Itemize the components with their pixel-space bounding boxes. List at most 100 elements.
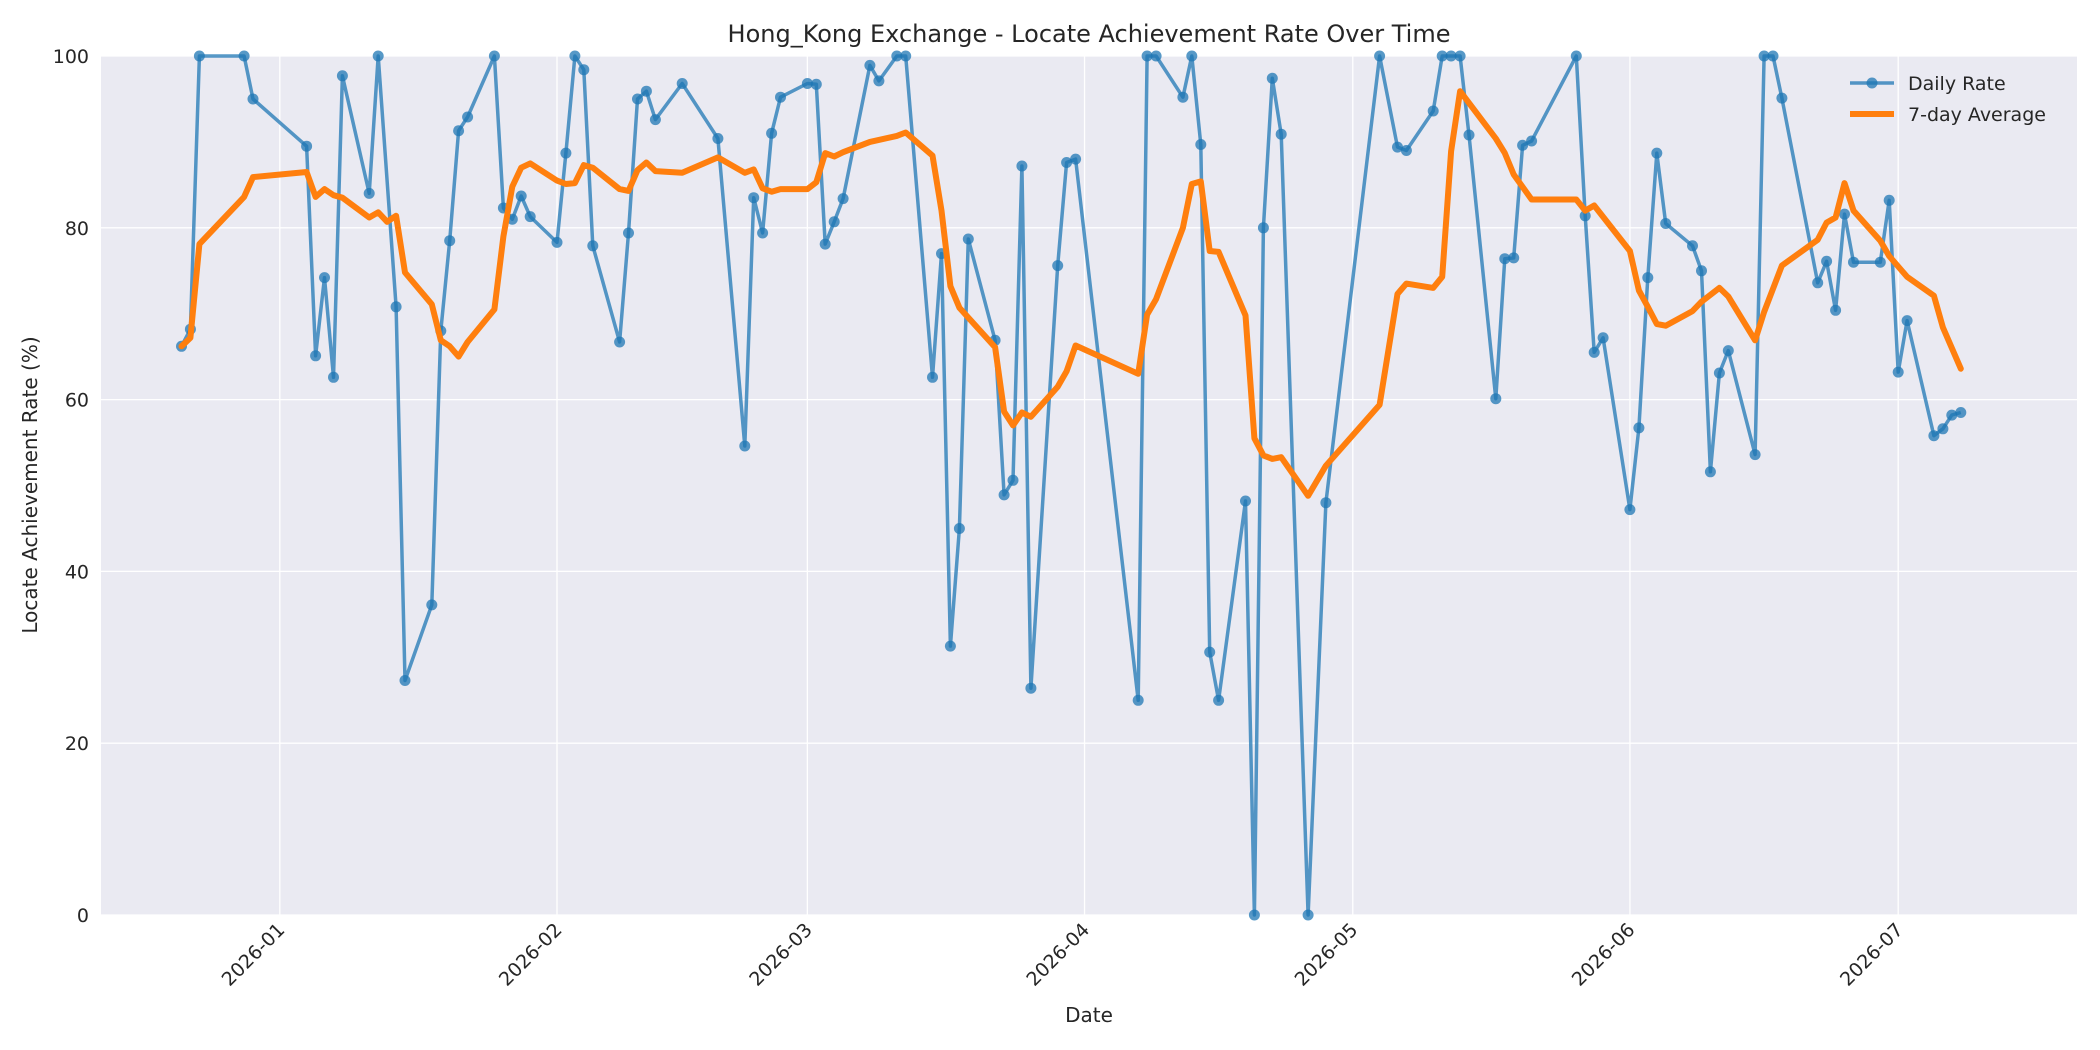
daily-rate-point <box>712 133 724 144</box>
daily-rate-point <box>462 111 474 123</box>
y-tick-label: 80 <box>65 218 89 240</box>
daily-rate-point <box>891 50 903 62</box>
daily-rate-point <box>1007 474 1019 486</box>
daily-rate-point <box>1579 210 1591 222</box>
daily-rate-point <box>927 371 938 383</box>
7-day-average-line <box>178 88 1964 499</box>
legend-daily-label: Daily Rate <box>1908 73 2006 95</box>
daily-rate-point <box>390 301 402 313</box>
daily-rate-point <box>1776 92 1788 104</box>
daily-rate-point <box>775 91 786 103</box>
daily-rate-point <box>962 233 974 245</box>
daily-rate-point <box>900 50 912 62</box>
daily-rate-point <box>873 75 885 87</box>
daily-rate-point <box>587 240 599 252</box>
daily-rate-point <box>801 78 813 89</box>
daily-rate-point <box>1901 315 1913 327</box>
daily-rate-point <box>810 78 822 90</box>
daily-rate-point <box>560 147 572 159</box>
daily-rate-point <box>1821 255 1833 267</box>
daily-rate-point <box>1436 50 1448 62</box>
daily-rate-point <box>998 489 1010 501</box>
daily-rate-point <box>1150 50 1162 62</box>
daily-rate-point <box>1240 495 1251 507</box>
daily-rate-point <box>1392 141 1403 153</box>
daily-rate-point <box>1517 139 1529 151</box>
daily-rate-point <box>1651 147 1663 159</box>
daily-rate-point <box>748 192 760 204</box>
daily-rate-point <box>1275 128 1287 140</box>
daily-rate-point <box>444 235 456 247</box>
daily-rate-point <box>1508 252 1520 264</box>
daily-rate-point <box>766 127 778 139</box>
daily-rate-point <box>944 640 956 652</box>
grid <box>101 55 2077 916</box>
daily-rate-point <box>1266 72 1278 84</box>
daily-rate-point <box>614 336 626 348</box>
daily-rate-point <box>1812 277 1824 289</box>
daily-rate-point <box>515 190 527 202</box>
daily-rate-point <box>310 350 322 362</box>
daily-rate-point <box>238 50 250 62</box>
daily-rate-point <box>1955 407 1967 418</box>
daily-rate-point <box>1660 218 1672 229</box>
x-axis-label: Date <box>1065 1003 1113 1027</box>
daily-rate-point <box>569 50 581 62</box>
daily-rate-point <box>649 114 661 126</box>
daily-rate-point <box>1052 260 1064 272</box>
daily-rate-point <box>623 227 634 239</box>
daily-rate-point <box>363 187 375 199</box>
daily-rate-point <box>1704 466 1716 478</box>
daily-rate-point <box>193 50 205 62</box>
daily-rate-point <box>1874 256 1886 268</box>
daily-rate-point <box>1400 145 1412 156</box>
daily-rate-point <box>1204 646 1216 658</box>
daily-rate-point <box>676 78 688 89</box>
y-tick-label: 60 <box>65 390 89 412</box>
daily-rate-point <box>1588 346 1600 358</box>
daily-rate-point <box>1526 135 1538 147</box>
legend: Daily Rate 7-day Average <box>1850 73 2046 126</box>
plot-area <box>101 56 2077 915</box>
daily-rate-point <box>1892 366 1904 378</box>
daily-rate-point <box>328 371 339 383</box>
daily-rate-point <box>1248 909 1260 921</box>
daily-rate-point <box>551 236 563 248</box>
daily-rate-point <box>1257 222 1269 234</box>
legend-daily-marker <box>1866 77 1878 89</box>
daily-rate-point <box>1195 139 1207 150</box>
daily-rate-point <box>757 227 769 239</box>
daily-rate-point <box>1767 50 1779 62</box>
daily-rate-point <box>1642 272 1654 284</box>
daily-rate-point <box>1696 265 1707 277</box>
daily-rate-point <box>1025 682 1037 694</box>
daily-rate-point <box>1427 105 1439 117</box>
daily-rate-point <box>1374 50 1386 62</box>
daily-rate-point <box>1490 393 1502 405</box>
daily-rate-point <box>953 523 965 534</box>
daily-rate-point <box>1597 332 1609 344</box>
daily-rate-point <box>819 238 831 250</box>
daily-rate-point <box>301 140 313 152</box>
y-tick-label: 40 <box>65 561 89 583</box>
daily-rate-point <box>632 93 643 105</box>
daily-rate-point <box>1499 253 1511 265</box>
daily-rate-point <box>578 64 590 76</box>
daily-rate-point <box>1570 50 1582 62</box>
daily-rate-point <box>1463 129 1475 141</box>
daily-rate-point <box>828 216 840 228</box>
daily-rate-point <box>1928 430 1940 442</box>
y-axis-label: Locate Achievement Rate (%) <box>18 336 42 633</box>
daily-rate-point <box>1016 160 1028 172</box>
daily-rate-point <box>864 59 876 71</box>
daily-rate-point <box>739 440 751 452</box>
chart-title: Hong_Kong Exchange - Locate Achievement … <box>728 20 1451 48</box>
daily-rate-point <box>1722 345 1734 357</box>
daily-rate-point <box>1624 504 1636 516</box>
daily-rate-point <box>1454 50 1466 62</box>
y-tick-label: 100 <box>53 46 89 68</box>
daily-rate-point <box>1883 194 1895 206</box>
daily-rate-point <box>319 272 330 284</box>
daily-rate-point <box>453 125 465 137</box>
